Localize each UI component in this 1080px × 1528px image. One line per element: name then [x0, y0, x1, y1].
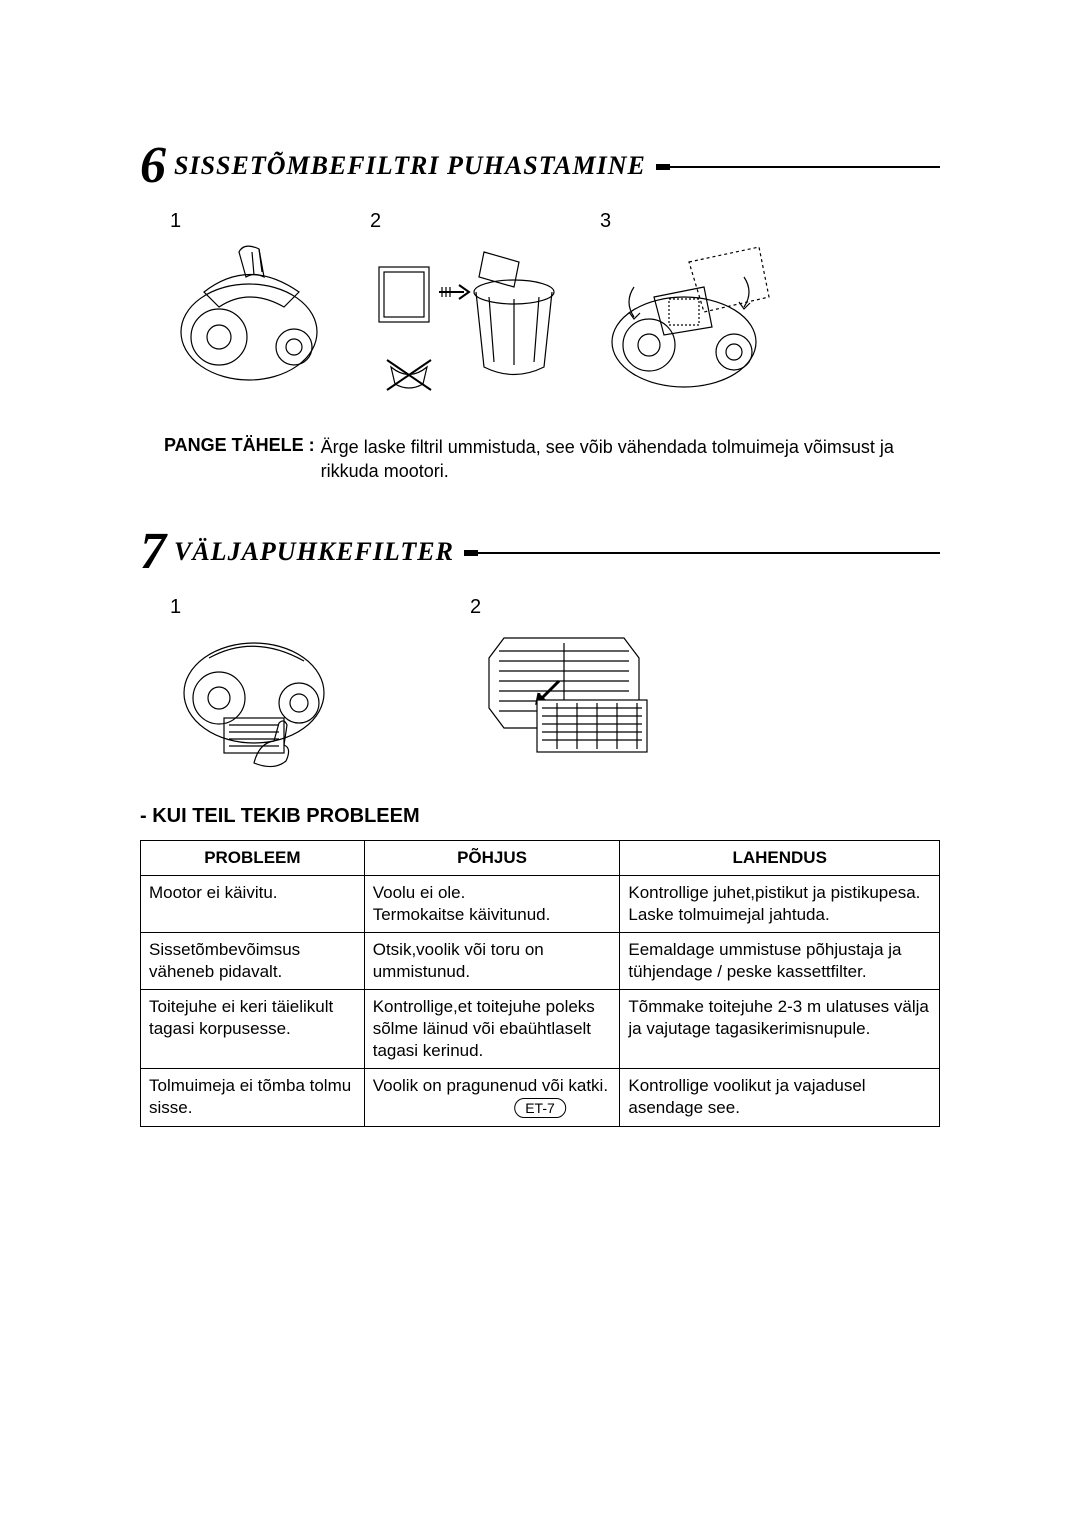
col-pohjus: PÕHJUS: [364, 840, 620, 875]
figure-label: 2: [370, 210, 564, 233]
trouble-table: PROBLEEM PÕHJUS LAHENDUS Mootor ei käivi…: [140, 840, 940, 1127]
figure-label: 3: [600, 210, 784, 233]
trouble-heading: - KUI TEIL TEKIB PROBLEEM: [140, 805, 940, 828]
header-rule: [656, 163, 940, 169]
table-cell: Sissetõmbevõimsus väheneb pidavalt.: [141, 932, 365, 989]
figure-label: 1: [170, 596, 344, 619]
col-probleem: PROBLEEM: [141, 840, 365, 875]
trouble-tbody: Mootor ei käivitu.Voolu ei ole.Termokait…: [141, 875, 940, 1126]
table-cell: Otsik,voolik või toru on ummistunud.: [364, 932, 620, 989]
section6-note: PANGE TÄHELE : Ärge laske filtril ummist…: [164, 435, 940, 484]
vacuum-rear-filter-icon: [164, 623, 344, 773]
section6-figures: 1 2: [164, 210, 940, 407]
section7-number: 7: [140, 526, 166, 578]
table-cell: Mootor ei käivitu.: [141, 875, 365, 932]
header-rule: [464, 549, 940, 555]
table-header-row: PROBLEEM PÕHJUS LAHENDUS: [141, 840, 940, 875]
figure-7-2: 2: [464, 596, 664, 773]
table-cell: Kontrollige,et toitejuhe poleks sõlme lä…: [364, 990, 620, 1069]
figure-label: 1: [170, 210, 334, 233]
note-text: Ärge laske filtril ummistuda, see võib v…: [321, 435, 940, 484]
section6-header: 6 SISSETÕMBEFILTRI PUHASTAMINE: [140, 140, 940, 192]
figure-6-3: 3: [594, 210, 784, 407]
filter-dispose-icon: [364, 237, 564, 407]
table-cell: Kontrollige voolikut ja vajadusel asenda…: [620, 1069, 940, 1126]
table-cell: Tolmuimeja ei tõmba tolmu sisse.: [141, 1069, 365, 1126]
exhaust-filter-icon: [464, 623, 664, 753]
vacuum-insert-filter-icon: [594, 237, 784, 397]
section7-title: VÄLJAPUHKEFILTER: [174, 537, 454, 567]
col-lahendus: LAHENDUS: [620, 840, 940, 875]
table-row: Sissetõmbevõimsus väheneb pidavalt.Otsik…: [141, 932, 940, 989]
table-cell: Voolik on pragunenud või katki.: [364, 1069, 620, 1126]
figure-6-1: 1: [164, 210, 334, 407]
vacuum-open-lid-icon: [164, 237, 334, 387]
table-cell: Voolu ei ole.Termokaitse käivitunud.: [364, 875, 620, 932]
table-row: Toitejuhe ei keri täielikult tagasi korp…: [141, 990, 940, 1069]
page-number: ET-7: [514, 1098, 566, 1118]
figure-label: 2: [470, 596, 664, 619]
table-cell: Tõmmake toitejuhe 2-3 m ulatuses välja j…: [620, 990, 940, 1069]
section6-number: 6: [140, 140, 166, 192]
section6-title: SISSETÕMBEFILTRI PUHASTAMINE: [174, 151, 646, 181]
section7-header: 7 VÄLJAPUHKEFILTER: [140, 526, 940, 578]
note-label: PANGE TÄHELE :: [164, 435, 315, 484]
figure-7-1: 1: [164, 596, 344, 773]
section7-figures: 1: [164, 596, 940, 773]
figure-6-2: 2: [364, 210, 564, 407]
table-row: Mootor ei käivitu.Voolu ei ole.Termokait…: [141, 875, 940, 932]
table-cell: Kontrollige juhet,pistikut ja pistikupes…: [620, 875, 940, 932]
table-cell: Eemaldage ummistuse põhjustaja ja tühjen…: [620, 932, 940, 989]
table-cell: Toitejuhe ei keri täielikult tagasi korp…: [141, 990, 365, 1069]
